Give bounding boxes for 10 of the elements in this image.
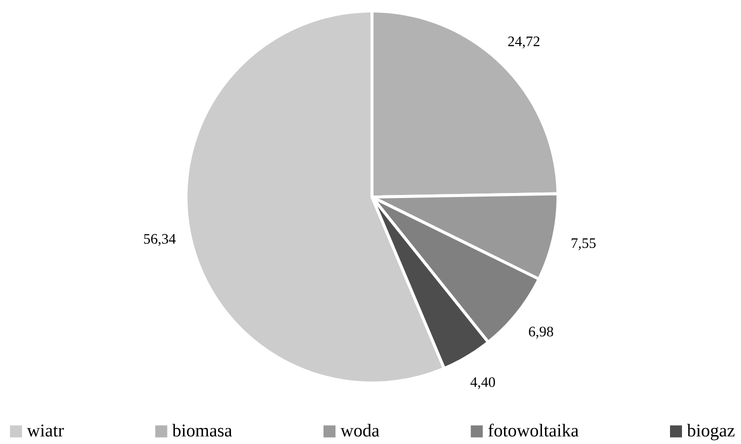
legend-label: woda (340, 424, 380, 437)
data-label: 4,40 (470, 377, 495, 390)
data-label: 6,98 (528, 326, 554, 339)
data-label: 56,34 (144, 234, 176, 246)
legend-label: biomasa (172, 424, 232, 437)
data-label: 7,55 (572, 238, 596, 250)
legend-label: wiatr (27, 424, 64, 437)
legend-label: biogaz (687, 424, 734, 440)
data-label: 24,72 (508, 36, 540, 48)
legend-label: fotowoltaika (488, 424, 579, 437)
